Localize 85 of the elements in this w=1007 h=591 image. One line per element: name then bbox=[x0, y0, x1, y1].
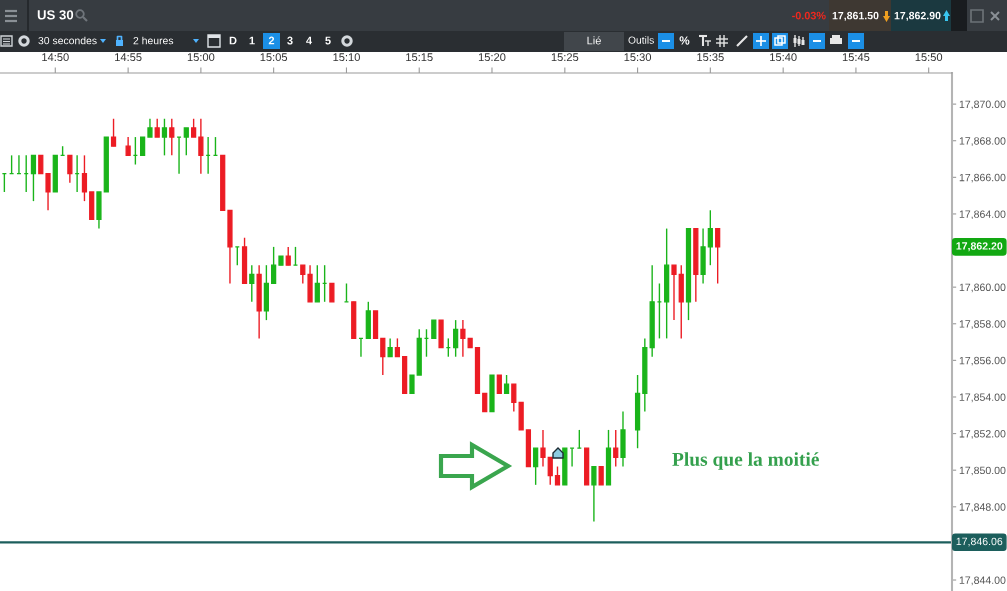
candlestick bbox=[169, 118, 175, 157]
chart-title: US 30 bbox=[37, 10, 74, 20]
text: 2 heures bbox=[133, 36, 174, 45]
candlestick bbox=[554, 465, 561, 486]
y-tick-label: 17,870.00 bbox=[959, 100, 1006, 110]
y-tick-label: 17,854.00 bbox=[959, 393, 1006, 403]
text: D bbox=[229, 36, 237, 45]
candlestick bbox=[460, 319, 466, 358]
x-tick-label: 15:45 bbox=[842, 53, 870, 62]
candlestick bbox=[329, 282, 335, 303]
x-tick-label: 15:40 bbox=[770, 53, 797, 62]
candlestick bbox=[314, 264, 320, 303]
candlestick bbox=[482, 392, 488, 413]
candlestick bbox=[394, 337, 401, 358]
candlestick bbox=[613, 429, 619, 468]
candlestick bbox=[387, 337, 393, 358]
candlestick bbox=[409, 374, 415, 394]
candlestick bbox=[161, 118, 168, 157]
x-tick-label: 14:55 bbox=[115, 53, 142, 62]
candlestick bbox=[140, 136, 146, 156]
candlestick bbox=[496, 374, 502, 394]
candlestick bbox=[198, 118, 204, 175]
annotation: Plus que la moitié bbox=[672, 452, 819, 470]
x-tick-label: 15:50 bbox=[915, 53, 943, 62]
text: 17,862.90 bbox=[894, 11, 941, 21]
candlestick bbox=[154, 118, 160, 138]
y-tick-label: 17,848.00 bbox=[959, 503, 1006, 512]
x-tick-label: 15:10 bbox=[333, 53, 360, 62]
candlestick bbox=[598, 465, 604, 486]
text: 17,861.50 bbox=[832, 11, 879, 21]
candlestick bbox=[300, 264, 306, 285]
x-tick-label: 15:00 bbox=[187, 53, 215, 62]
x-tick-label: 15:25 bbox=[551, 53, 579, 62]
x-tick-label: 15:05 bbox=[260, 53, 288, 62]
candlestick bbox=[45, 172, 51, 211]
y-tick-label: 17,856.00 bbox=[959, 356, 1006, 366]
y-tick-label: 17,850.00 bbox=[959, 466, 1006, 476]
candlestick bbox=[503, 374, 510, 395]
candlestick bbox=[125, 136, 131, 157]
text: -0.03% bbox=[792, 11, 826, 20]
y-tick-label: 17,852.00 bbox=[959, 430, 1006, 439]
candlestick bbox=[271, 246, 277, 285]
candlestick bbox=[453, 319, 459, 358]
candlestick bbox=[591, 465, 597, 523]
text: 1 bbox=[249, 36, 255, 45]
y-tick-label: 17,866.00 bbox=[959, 173, 1006, 183]
candlestick bbox=[38, 154, 44, 175]
candlestick bbox=[110, 118, 117, 147]
candlestick bbox=[380, 337, 386, 376]
candlestick bbox=[671, 264, 677, 321]
y-tick-label: 17,844.00 bbox=[959, 576, 1006, 586]
y-tick-label: 17,860.00 bbox=[959, 283, 1006, 293]
text: 3 bbox=[287, 36, 293, 45]
candlestick bbox=[249, 264, 255, 303]
y-tick-label: 17,858.00 bbox=[959, 320, 1006, 329]
x-tick-label: 15:15 bbox=[406, 53, 433, 62]
text: 5 bbox=[325, 36, 331, 45]
y-tick-label: 17,864.00 bbox=[959, 210, 1006, 220]
text: 17,862.20 bbox=[956, 242, 1003, 252]
candlestick bbox=[707, 209, 713, 266]
text: 30 secondes bbox=[38, 36, 97, 45]
candlestick bbox=[191, 118, 197, 138]
text: % bbox=[679, 36, 690, 45]
y-tick-label: 17,868.00 bbox=[959, 137, 1006, 146]
candlestick bbox=[533, 447, 539, 486]
candlestick bbox=[285, 246, 291, 266]
candlestick bbox=[147, 118, 153, 138]
x-tick-label: 15:30 bbox=[624, 53, 652, 62]
ref-line-label: 17,846.06 bbox=[956, 537, 1003, 547]
x-tick-label: 15:35 bbox=[697, 53, 724, 62]
candlestick bbox=[511, 383, 517, 413]
candlestick bbox=[715, 227, 721, 285]
text: 2 bbox=[268, 36, 275, 45]
candlestick bbox=[547, 456, 553, 486]
x-tick-label: 14:50 bbox=[42, 53, 69, 62]
text: Outils bbox=[628, 36, 654, 44]
candlestick bbox=[30, 154, 37, 202]
candlestick bbox=[431, 319, 437, 340]
text: 4 bbox=[306, 36, 313, 45]
candlestick bbox=[67, 154, 73, 184]
text: Lié bbox=[587, 36, 601, 45]
x-tick-label: 15:20 bbox=[478, 53, 506, 62]
candlestick bbox=[183, 127, 189, 157]
candlestick bbox=[540, 429, 546, 468]
candlestick bbox=[81, 154, 88, 202]
